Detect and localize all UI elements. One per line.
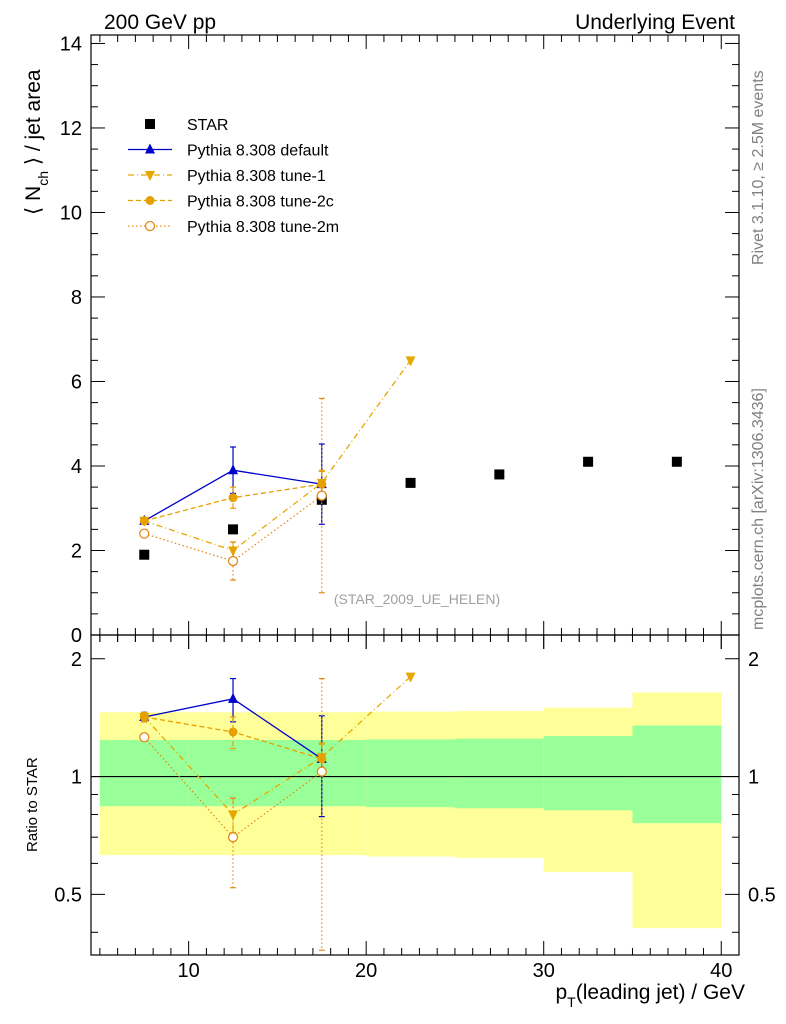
main-point-star xyxy=(405,477,416,488)
legend-label-pythia-8-308-default: Pythia 8.308 default xyxy=(187,143,329,160)
ratio-y-tick-label-left: 0.5 xyxy=(54,884,82,906)
main-y-tick-label: 6 xyxy=(71,371,82,393)
ratio-point-pythia-8-308-tune-2m xyxy=(316,766,327,777)
x-tick-label: 40 xyxy=(710,960,732,982)
ratio-band-inner-0 xyxy=(99,740,189,807)
main-y-tick-label: 0 xyxy=(71,625,82,647)
main-point-star xyxy=(583,456,594,467)
header-left: 200 GeV pp xyxy=(104,11,216,34)
legend-label-pythia-8-308-tune-2m: Pythia 8.308 tune-2m xyxy=(187,219,339,236)
main-line-pythia-8-308-tune-1 xyxy=(144,359,412,552)
legend: STAR Pythia 8.308 default Pythia 8.308 tun… xyxy=(128,117,339,236)
legend-marker-pythia-8-308-tune-2m xyxy=(144,220,156,232)
x-tick-label: 10 xyxy=(178,960,200,982)
ratio-band-inner-5 xyxy=(543,735,633,811)
ratio-series-pythia-8-308-tune-2m xyxy=(139,677,327,951)
x-tick-label: 30 xyxy=(533,960,555,982)
legend-label-pythia-8-308-tune-2c: Pythia 8.308 tune-2c xyxy=(187,194,334,211)
ratio-point-pythia-8-308-tune-1 xyxy=(405,672,416,683)
main-point-pythia-8-308-tune-1 xyxy=(405,356,416,367)
main-y-tick-label: 12 xyxy=(60,118,82,140)
main-plot-area xyxy=(139,356,682,594)
ratio-point-pythia-8-308-tune-2m xyxy=(227,832,239,843)
ratio-plot-area xyxy=(139,672,416,951)
main-series-pythia-8-308-tune-2m xyxy=(139,397,327,594)
ratio-y-tick-label-right: 1 xyxy=(748,767,759,789)
main-y-tick-label: 10 xyxy=(60,202,82,224)
main-series-pythia-8-308-tune-1 xyxy=(139,356,416,560)
ratio-frame xyxy=(90,634,740,956)
x-axis-label: pT(leading jet) / GeV xyxy=(555,981,745,1010)
ratio-y-tick-label-right: 2 xyxy=(748,649,759,671)
mcplots-label: mcplots.cern.ch [arXiv:1306.3436] xyxy=(750,388,767,630)
analysis-label: (STAR_2009_UE_HELEN) xyxy=(334,591,500,607)
main-y-tick-label: 2 xyxy=(71,540,82,562)
main-series-pythia-8-308-default xyxy=(139,443,327,525)
main-point-star xyxy=(671,456,682,467)
main-point-pythia-8-308-tune-2c xyxy=(139,516,149,526)
ratio-y-axis-label: Ratio to STAR xyxy=(24,757,41,852)
main-point-pythia-8-308-tune-2c xyxy=(228,493,238,503)
legend-marker-star xyxy=(145,119,155,129)
main-point-star xyxy=(494,469,505,480)
ratio-point-pythia-8-308-default xyxy=(228,692,239,703)
legend-marker-pythia-8-308-tune-1 xyxy=(145,171,155,181)
ratio-point-pythia-8-308-tune-2c xyxy=(139,712,149,722)
legend-marker-pythia-8-308-default xyxy=(145,143,155,154)
ratio-line-pythia-8-308-tune-2m xyxy=(143,736,323,839)
main-y-tick-label: 14 xyxy=(60,33,82,55)
legend-marker-pythia-8-308-tune-2c xyxy=(145,196,155,205)
main-point-pythia-8-308-tune-2m xyxy=(139,528,150,539)
ratio-band-inner-4 xyxy=(454,738,544,809)
main-y-axis-label: ⟨ Nch ⟩ / jet area xyxy=(22,69,51,215)
main-y-tick-label: 4 xyxy=(71,456,82,478)
ratio-uncertainty-bands xyxy=(91,692,739,929)
main-point-pythia-8-308-tune-2m xyxy=(227,555,239,567)
ratio-y-tick-label-right: 0.5 xyxy=(748,884,776,906)
ratio-line-pythia-8-308-tune-1 xyxy=(143,676,411,816)
main-point-pythia-8-308-tune-2m xyxy=(316,490,327,501)
rivet-label: Rivet 3.1.10, ≥ 2.5M events xyxy=(750,70,767,265)
main-point-star xyxy=(139,549,150,560)
main-point-pythia-8-308-tune-2c xyxy=(317,479,327,489)
ratio-point-pythia-8-308-tune-2m xyxy=(139,732,150,743)
main-point-pythia-8-308-default xyxy=(228,464,239,475)
x-tick-label: 20 xyxy=(355,960,377,982)
main-y-tick-label: 8 xyxy=(71,287,82,309)
main-point-star xyxy=(228,524,239,535)
main-series-star xyxy=(139,456,682,560)
ratio-band-inner-1 xyxy=(188,740,278,807)
ratio-point-pythia-8-308-tune-2c xyxy=(228,727,238,737)
ratio-band-inner-3 xyxy=(366,739,455,808)
header-right: Underlying Event xyxy=(575,11,735,34)
main-series-pythia-8-308-tune-2c xyxy=(139,470,327,526)
ratio-y-tick-label-left: 1 xyxy=(71,767,82,789)
ratio-y-tick-label-left: 2 xyxy=(71,649,82,671)
legend-label-star: STAR xyxy=(187,117,228,134)
ratio-band-inner-6 xyxy=(632,725,722,824)
legend-label-pythia-8-308-tune-1: Pythia 8.308 tune-1 xyxy=(187,168,326,185)
